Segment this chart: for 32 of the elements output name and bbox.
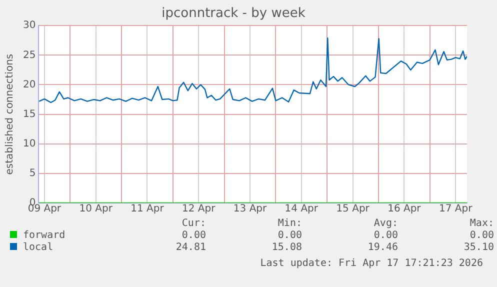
text: 19.46	[366, 242, 398, 254]
text: 0.00	[180, 230, 206, 242]
text: 0.00	[372, 230, 398, 242]
x-tick-label: 10 Apr	[79, 204, 114, 215]
text: Max:	[468, 218, 494, 230]
x-tick-label: 17 Apr	[438, 204, 474, 215]
text: Last update: Fri Apr 17 17:21:23 2026	[260, 258, 483, 269]
text: Cur:	[180, 218, 206, 230]
y-tick-label: 15	[22, 108, 36, 120]
x-tick-label: 16 Apr	[388, 204, 422, 215]
y-tick-label: 25	[22, 50, 36, 61]
text: 24.81	[174, 242, 206, 254]
text: 0.00	[276, 230, 302, 242]
x-tick-label: 11 Apr	[130, 204, 165, 215]
chart-title: ipconntrack - by week	[162, 6, 306, 22]
y-tick-label: 10	[22, 138, 36, 150]
y-tick-label: 5	[29, 168, 36, 180]
text: Min:	[276, 218, 302, 230]
x-tick-label: 14 Apr	[284, 204, 319, 215]
y-axis-title: established connections	[4, 54, 16, 175]
text: 0.00	[468, 230, 494, 242]
x-tick-label: 12 Apr	[182, 204, 216, 215]
y-tick-label: 20	[22, 79, 36, 90]
text: 15.08	[270, 242, 302, 254]
x-tick-label: 15 Apr	[336, 204, 370, 215]
y-tick-label: 30	[22, 20, 36, 32]
text: Avg:	[372, 218, 398, 230]
legend-label: forward	[22, 230, 66, 242]
x-tick-label: 13 Apr	[233, 204, 268, 215]
legend-label: local	[22, 242, 54, 254]
x-tick-label: 09 Apr	[28, 204, 62, 215]
text: 35.10	[462, 242, 494, 254]
